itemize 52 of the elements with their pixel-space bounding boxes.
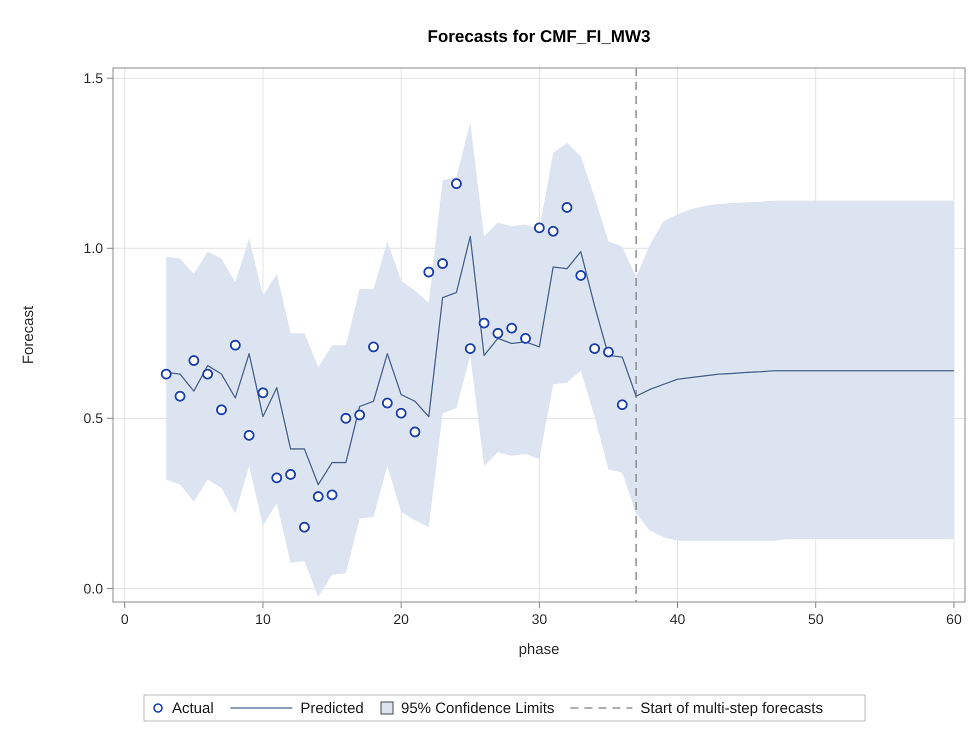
point [520,333,531,344]
point [451,178,462,190]
point [382,398,393,408]
point [534,222,545,234]
y-tick-label: 1.5 [84,70,104,86]
x-tick-label: 50 [808,611,824,627]
point [354,410,366,420]
point [616,399,628,410]
legend-label: Predicted [300,700,364,717]
point [216,404,227,416]
x-tick-label: 20 [393,611,410,627]
point [548,226,559,237]
x-tick-label: 30 [532,611,548,627]
y-tick-label: 0.0 [84,580,104,596]
point [188,355,200,366]
point [174,390,186,402]
legend-label: Start of multi-step forecasts [640,700,823,717]
point [464,343,476,354]
x-tick-label: 0 [120,611,129,627]
chart-title: Forecasts for CMF_FI_MW3 [428,27,650,46]
point [285,469,296,480]
point [230,340,241,351]
point [244,430,255,441]
point [478,318,490,328]
x-tick-label: 10 [255,611,271,627]
point [299,522,310,533]
y-tick-label: 1.0 [84,240,104,256]
point [589,343,600,354]
point [396,408,407,419]
x-axis-title: phase [518,641,560,658]
point [492,328,504,339]
point [368,342,379,352]
point [258,387,268,398]
point [312,491,324,502]
point [410,426,420,438]
point [423,266,434,278]
point [575,270,586,281]
point [271,472,282,484]
text: 95% Confidence Limits [401,700,554,717]
legend-label: Actual [172,700,214,717]
x-tick-label: 60 [946,611,962,627]
point [326,489,338,500]
point [160,368,172,380]
x-tick-label: 40 [670,611,686,627]
point [437,258,448,269]
point [603,346,614,358]
point [506,322,518,334]
point [340,412,352,424]
point [202,368,214,380]
y-axis-title: Forecast [20,304,37,364]
y-tick-label: 0.5 [84,410,104,426]
point [562,202,572,213]
